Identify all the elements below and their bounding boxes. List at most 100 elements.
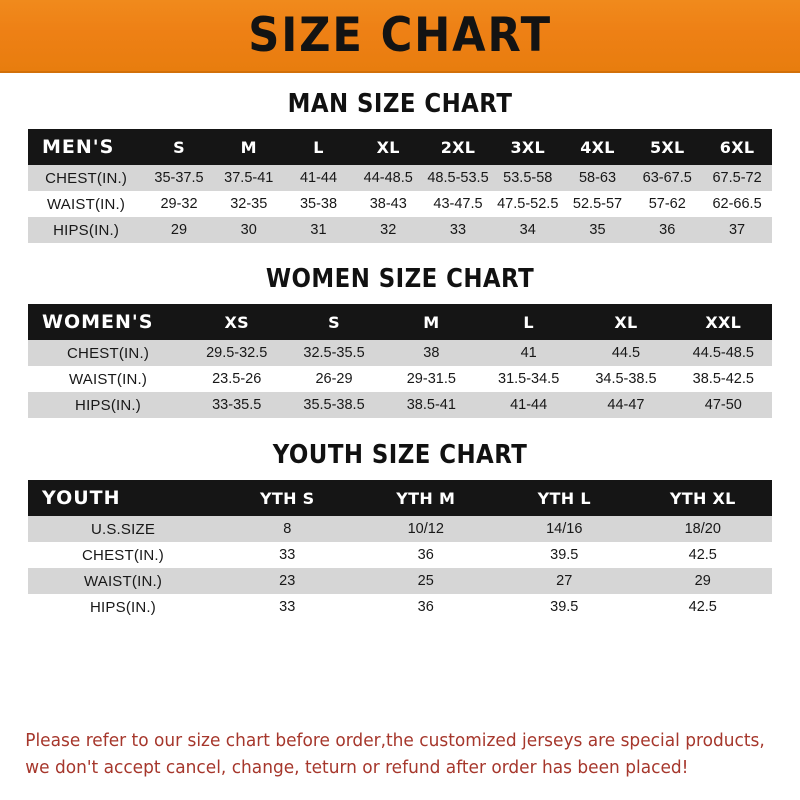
table-cell: 38	[382, 340, 480, 366]
table-cell: 38-43	[353, 191, 424, 217]
table-cell: 31.5-34.5	[479, 366, 578, 392]
row-label-hips: HIPS(IN.)	[28, 594, 218, 620]
table-cell: 26-29	[285, 366, 383, 392]
table-cell: 34.5-38.5	[577, 366, 675, 392]
column-header-yth-m: YTH M	[396, 488, 456, 508]
column-header-xs: XS	[224, 312, 249, 332]
table-cell: 38.5-41	[382, 392, 480, 418]
table-cell: 34	[492, 217, 563, 243]
table-cell: 29-32	[144, 191, 214, 217]
row-label-waist: WAIST(IN.)	[28, 191, 145, 217]
women-size-table-wrapper: WOMEN'S XS S M L XL XXL CHEST(IN.) 29.5-…	[28, 304, 772, 418]
table-cell: 33	[218, 542, 357, 568]
table-cell: 10/12	[356, 516, 495, 542]
table-cell: 52.5-57	[562, 191, 633, 217]
table-row: WAIST(IN.) 29-32 32-35 35-38 38-43 43-47…	[28, 191, 772, 217]
table-header-row: YOUTH YTH S YTH M YTH L YTH XL	[28, 480, 772, 516]
table-cell: 35-37.5	[144, 165, 214, 191]
table-cell: 14/16	[495, 516, 634, 542]
row-label-hips: HIPS(IN.)	[28, 217, 145, 243]
table-cell: 47.5-52.5	[492, 191, 563, 217]
table-cell: 44.5	[577, 340, 675, 366]
table-cell: 42.5	[633, 594, 772, 620]
table-cell: 25	[356, 568, 495, 594]
table-row: CHEST(IN.) 29.5-32.5 32.5-35.5 38 41 44.…	[28, 340, 772, 366]
table-cell: 39.5	[495, 594, 634, 620]
youth-section-title: YOUTH SIZE CHART	[272, 440, 528, 470]
table-cell: 41	[479, 340, 578, 366]
table-cell: 37	[702, 217, 772, 243]
table-row: HIPS(IN.) 33 36 39.5 42.5	[28, 594, 772, 620]
table-cell: 47-50	[674, 392, 772, 418]
disclaimer-line-1: Please refer to our size chart before or…	[25, 730, 765, 751]
disclaimer-note: Please refer to our size chart before or…	[0, 728, 776, 782]
column-header-4xl: 4XL	[580, 137, 615, 157]
row-label-chest: CHEST(IN.)	[28, 165, 145, 191]
table-cell: 36	[632, 217, 703, 243]
column-header-xl: XL	[376, 137, 400, 157]
table-cell: 31	[283, 217, 354, 243]
table-cell: 36	[356, 542, 495, 568]
women-size-table: WOMEN'S XS S M L XL XXL CHEST(IN.) 29.5-…	[28, 304, 772, 418]
column-header-m: M	[240, 137, 257, 157]
column-header-l: L	[313, 137, 324, 157]
column-header-xxl: XXL	[705, 312, 742, 332]
row-label-chest: CHEST(IN.)	[28, 542, 218, 568]
table-cell: 29	[633, 568, 772, 594]
table-header-row: WOMEN'S XS S M L XL XXL	[28, 304, 772, 340]
table-cell: 29-31.5	[382, 366, 480, 392]
row-label-hips: HIPS(IN.)	[28, 392, 189, 418]
column-header-6xl: 6XL	[719, 137, 755, 157]
table-cell: 35.5-38.5	[285, 392, 383, 418]
table-cell: 57-62	[632, 191, 703, 217]
column-header-rowlabel: MEN'S	[42, 136, 115, 158]
table-cell: 23	[218, 568, 357, 594]
table-cell: 38.5-42.5	[674, 366, 772, 392]
table-cell: 18/20	[633, 516, 772, 542]
table-cell: 44-47	[577, 392, 675, 418]
row-label-chest: CHEST(IN.)	[28, 340, 189, 366]
table-cell: 33-35.5	[188, 392, 286, 418]
table-cell: 43-47.5	[423, 191, 493, 217]
column-header-5xl: 5XL	[649, 137, 685, 157]
table-cell: 42.5	[633, 542, 772, 568]
table-row: WAIST(IN.) 23 25 27 29	[28, 568, 772, 594]
table-row: HIPS(IN.) 29 30 31 32 33 34 35 36 37	[28, 217, 772, 243]
column-header-yth-s: YTH S	[260, 488, 315, 508]
table-cell: 63-67.5	[632, 165, 703, 191]
column-header-rowlabel: WOMEN'S	[42, 311, 154, 333]
table-cell: 8	[218, 516, 357, 542]
table-cell: 23.5-26	[188, 366, 286, 392]
table-row: U.S.SIZE 8 10/12 14/16 18/20	[28, 516, 772, 542]
table-cell: 62-66.5	[702, 191, 772, 217]
table-cell: 33	[423, 217, 493, 243]
table-cell: 53.5-58	[492, 165, 563, 191]
youth-size-table: YOUTH YTH S YTH M YTH L YTH XL U.S.SIZE …	[28, 480, 772, 620]
column-header-3xl: 3XL	[510, 137, 546, 157]
table-row: CHEST(IN.) 35-37.5 37.5-41 41-44 44-48.5…	[28, 165, 772, 191]
table-cell: 32-35	[213, 191, 284, 217]
man-section-title: MAN SIZE CHART	[287, 89, 513, 119]
table-cell: 41-44	[283, 165, 354, 191]
table-row: CHEST(IN.) 33 36 39.5 42.5	[28, 542, 772, 568]
table-cell: 32.5-35.5	[285, 340, 383, 366]
table-cell: 32	[353, 217, 424, 243]
disclaimer-line-2: we don't accept cancel, change, teturn o…	[25, 757, 689, 778]
table-header-row: MEN'S S M L XL 2XL 3XL 4XL 5XL 6XL	[28, 129, 772, 165]
man-size-table-wrapper: MEN'S S M L XL 2XL 3XL 4XL 5XL 6XL CHEST…	[28, 129, 772, 243]
table-cell: 33	[218, 594, 357, 620]
column-header-l: L	[523, 312, 534, 332]
column-header-rowlabel: YOUTH	[42, 487, 121, 509]
women-section-title: WOMEN SIZE CHART	[265, 264, 535, 294]
column-header-yth-xl: YTH XL	[669, 488, 736, 508]
table-row: HIPS(IN.) 33-35.5 35.5-38.5 38.5-41 41-4…	[28, 392, 772, 418]
row-label-waist: WAIST(IN.)	[28, 568, 218, 594]
column-header-2xl: 2XL	[440, 137, 476, 157]
table-cell: 30	[213, 217, 284, 243]
column-header-m: M	[423, 312, 440, 332]
table-row: WAIST(IN.) 23.5-26 26-29 29-31.5 31.5-34…	[28, 366, 772, 392]
table-cell: 27	[495, 568, 634, 594]
page-banner: SIZE CHART	[0, 0, 800, 73]
table-cell: 41-44	[479, 392, 578, 418]
man-size-table: MEN'S S M L XL 2XL 3XL 4XL 5XL 6XL CHEST…	[28, 129, 772, 243]
